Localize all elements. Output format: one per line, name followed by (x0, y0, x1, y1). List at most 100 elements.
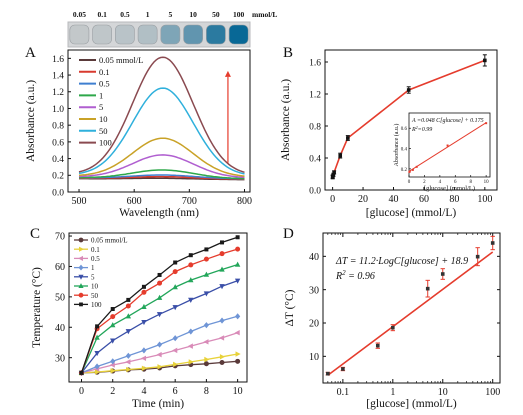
y-tick-label: 40 (309, 252, 319, 263)
x-tick-label: 0 (79, 386, 84, 397)
data-point (188, 277, 194, 283)
inset-x-tick-label: 8 (469, 180, 472, 185)
legend-label: 5 (91, 273, 95, 281)
legend-label: 100 (91, 301, 102, 309)
x-tick-label: 1 (390, 387, 395, 398)
y-tick-label: 70 (55, 232, 65, 243)
data-point (94, 334, 100, 340)
x-tick-label: 2 (110, 386, 115, 397)
data-point (140, 355, 147, 361)
data-point (188, 328, 194, 335)
vial (92, 24, 112, 45)
data-point (219, 251, 225, 257)
data-point (126, 366, 132, 373)
inset-r2-symbol: R (411, 127, 416, 133)
legend: 0.05 mmol/L 0.1 0.51 5 10 50 100 (79, 55, 143, 148)
inset-x-axis-title: [glucose] (mmol/L) (424, 185, 475, 192)
data-point (188, 359, 194, 365)
data-point (203, 271, 210, 277)
data-point (141, 365, 147, 372)
data-point (188, 297, 194, 303)
inset-x-tick-label: 4 (439, 180, 442, 185)
spectrum-line (79, 174, 245, 180)
data-point (125, 352, 131, 359)
data-point (203, 322, 209, 329)
data-point (173, 260, 178, 265)
data-point (157, 280, 163, 286)
inset-x-tick-label: 10 (484, 180, 490, 185)
x-axis-title: Time (min) (132, 398, 184, 410)
r2-symbol: R (335, 271, 342, 282)
legend-label: 100 (99, 138, 112, 148)
y-tick-label: 1.2 (309, 90, 321, 100)
y-tick-label: 0.4 (309, 154, 321, 164)
y-tick-label: 20 (309, 319, 319, 330)
legend-marker (78, 246, 84, 252)
data-point (79, 370, 84, 375)
x-tick-label: 4 (141, 386, 146, 397)
y-tick-label: 0.8 (52, 122, 64, 132)
data-point (125, 329, 132, 335)
x-tick-label: 0.1 (337, 387, 350, 398)
x-axis-title: [glucose] (mmol/L) (366, 398, 457, 410)
data-point (235, 313, 241, 320)
y-axis-title: ΔT (°C) (284, 289, 296, 326)
data-point (172, 347, 178, 354)
vial (160, 24, 181, 45)
y-tick-label: 50 (55, 292, 65, 303)
inset-y-tick-label: 0.2 (401, 168, 408, 173)
data-point (440, 272, 445, 276)
legend-label: 0.5 (91, 255, 100, 263)
vial-label: 10 (189, 10, 197, 19)
legend-label: 0.1 (99, 67, 110, 77)
x-tick-label: 100 (477, 194, 492, 205)
inset-fit-line (408, 122, 487, 172)
data-point (341, 367, 345, 371)
x-tick-label: 100 (485, 387, 500, 398)
y-tick-label: 1.4 (52, 71, 64, 81)
y-axis-title: Temperature (°C) (31, 267, 43, 348)
r2-exponent: 2 (342, 269, 346, 277)
data-point (110, 314, 116, 320)
legend-label: 5 (99, 102, 103, 112)
legend-label: 0.05 mmol/L (99, 55, 143, 65)
fit-line (327, 251, 494, 376)
legend-label: 1 (99, 90, 103, 100)
legend-marker (79, 302, 83, 307)
inset-data-point (408, 170, 411, 173)
legend-marker (78, 283, 84, 289)
data-point (490, 241, 495, 245)
y-tick-label: 0.6 (52, 138, 64, 148)
data-point (172, 284, 178, 290)
data-point (141, 284, 146, 289)
data-point (332, 170, 336, 175)
y-tick-label: 0.0 (52, 188, 64, 198)
data-point (172, 305, 178, 311)
vial-label: 0.1 (97, 10, 107, 19)
x-tick-label: 600 (127, 196, 142, 207)
temperature-line (80, 280, 238, 374)
data-point (141, 319, 147, 326)
data-point (483, 58, 487, 63)
data-point (203, 339, 209, 345)
x-tick-label: 800 (237, 196, 252, 207)
data-point (95, 324, 100, 329)
inset-x-tick-label: 6 (454, 180, 457, 185)
panel-a-frame (67, 49, 251, 193)
y-tick-label: 0.4 (52, 155, 64, 165)
data-point (110, 338, 116, 344)
data-point (475, 254, 480, 259)
y-tick-label: 30 (309, 285, 319, 296)
trend-arrow-head (224, 70, 231, 77)
legend-label: 0.1 (91, 246, 100, 254)
x-tick-label: 10 (438, 387, 448, 398)
data-point (187, 343, 193, 349)
data-point (220, 240, 225, 245)
r-squared: R2 = 0.96 (335, 269, 375, 282)
temperature-line (80, 236, 238, 374)
data-point (235, 351, 241, 357)
x-tick-label: 10 (233, 386, 243, 397)
vial (115, 24, 135, 45)
